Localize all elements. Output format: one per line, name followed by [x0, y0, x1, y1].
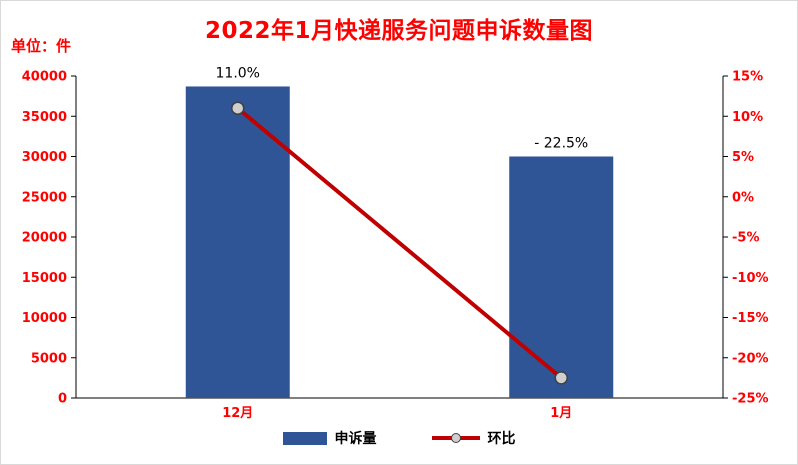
right-axis-label: 5% [732, 150, 754, 165]
legend-label-line-series: 环比 [487, 431, 516, 447]
left-axis-label: 25000 [22, 190, 67, 205]
unit-label: 单位：件 [11, 37, 72, 55]
legend-item-line-series: 环比 [431, 428, 516, 448]
chart-title: 2022年1月快递服务问题申诉数量图 [204, 18, 594, 44]
right-axis-label: 15% [732, 70, 763, 85]
data-label: 11.0% [216, 65, 260, 81]
x-axis-category-label: 1月 [550, 406, 572, 421]
right-axis-label: -15% [732, 311, 769, 326]
bar-12月 [185, 86, 290, 398]
left-axis-label: 15000 [22, 271, 67, 286]
right-axis-label: -5% [732, 231, 759, 246]
left-axis-label: 30000 [22, 150, 67, 165]
right-axis-label: -10% [732, 271, 769, 286]
bar-1月 [509, 156, 614, 398]
line-marker-icon [450, 433, 461, 443]
left-axis-label: 20000 [22, 231, 67, 246]
line-series-swatch-icon [431, 433, 480, 443]
right-axis-label: -25% [732, 392, 769, 407]
right-axis-label: 10% [732, 110, 763, 125]
data-label: - 22.5% [534, 136, 588, 152]
x-axis-category-label: 12月 [222, 406, 253, 421]
line-marker [554, 371, 568, 385]
right-axis-label: 0% [732, 190, 754, 205]
left-axis-label: 35000 [22, 110, 67, 125]
line-series [236, 106, 563, 380]
right-axis-label: -20% [732, 351, 769, 366]
legend-label-bar-series: 申诉量 [334, 431, 377, 447]
legend-item-bar-series: 申诉量 [282, 428, 377, 448]
left-axis-label: 10000 [22, 311, 67, 326]
left-axis-label: 40000 [22, 70, 67, 85]
left-axis-label: 0 [58, 392, 67, 407]
bar-series-swatch-icon [282, 431, 327, 445]
line-marker [231, 101, 245, 115]
legend: 申诉量 环比 [1, 428, 797, 448]
left-axis-label: 5000 [31, 351, 67, 366]
